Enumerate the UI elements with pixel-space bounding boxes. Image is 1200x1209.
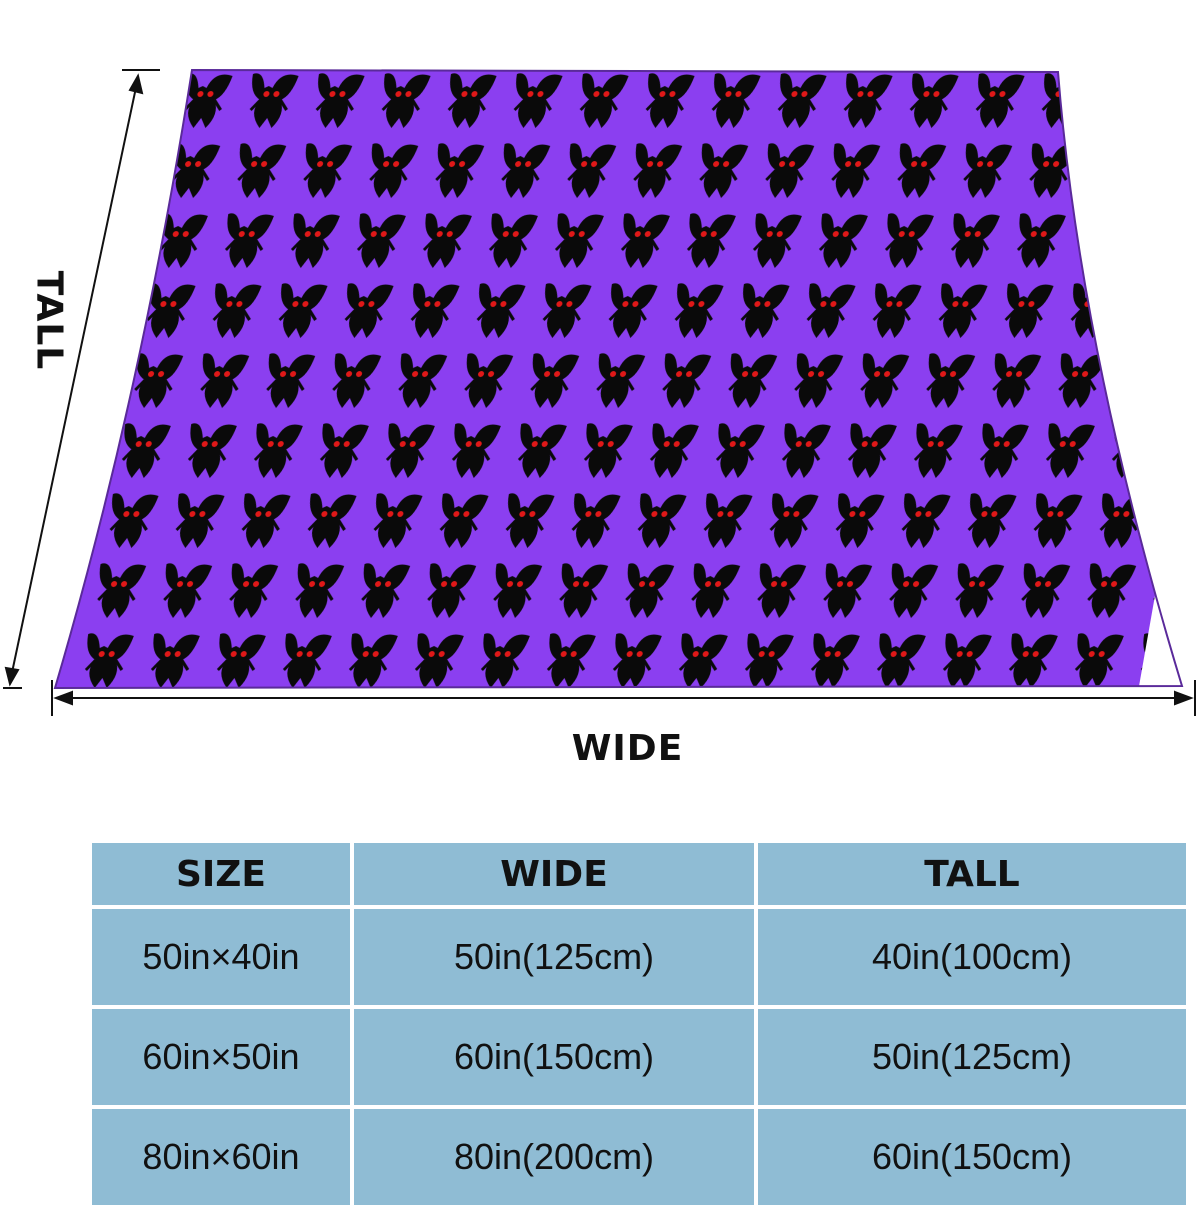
header-wide: WIDE <box>354 843 754 905</box>
cell-wide: 50in(125cm) <box>354 909 754 1005</box>
cell-wide: 80in(200cm) <box>354 1109 754 1205</box>
cell-tall: 50in(125cm) <box>758 1009 1186 1105</box>
cell-size: 80in×60in <box>92 1109 350 1205</box>
tall-dimension-arrow <box>3 69 160 689</box>
wide-label: WIDE <box>571 728 684 769</box>
header-size: SIZE <box>92 843 350 905</box>
size-table: SIZE WIDE TALL 50in×40in 50in(125cm) 40i… <box>88 839 1190 1209</box>
wide-dimension-arrow <box>51 680 1196 716</box>
header-tall: TALL <box>758 843 1186 905</box>
table-row: 80in×60in 80in(200cm) 60in(150cm) <box>92 1109 1186 1205</box>
cell-size: 60in×50in <box>92 1009 350 1105</box>
blanket <box>55 70 1182 688</box>
blanket-illustration <box>3 68 1196 716</box>
cell-size: 50in×40in <box>92 909 350 1005</box>
tall-label: TALL <box>28 270 70 371</box>
table-row: 60in×50in 60in(150cm) 50in(125cm) <box>92 1009 1186 1105</box>
cell-wide: 60in(150cm) <box>354 1009 754 1105</box>
table-row: 50in×40in 50in(125cm) 40in(100cm) <box>92 909 1186 1005</box>
table-header-row: SIZE WIDE TALL <box>92 843 1186 905</box>
cell-tall: 60in(150cm) <box>758 1109 1186 1205</box>
cell-tall: 40in(100cm) <box>758 909 1186 1005</box>
